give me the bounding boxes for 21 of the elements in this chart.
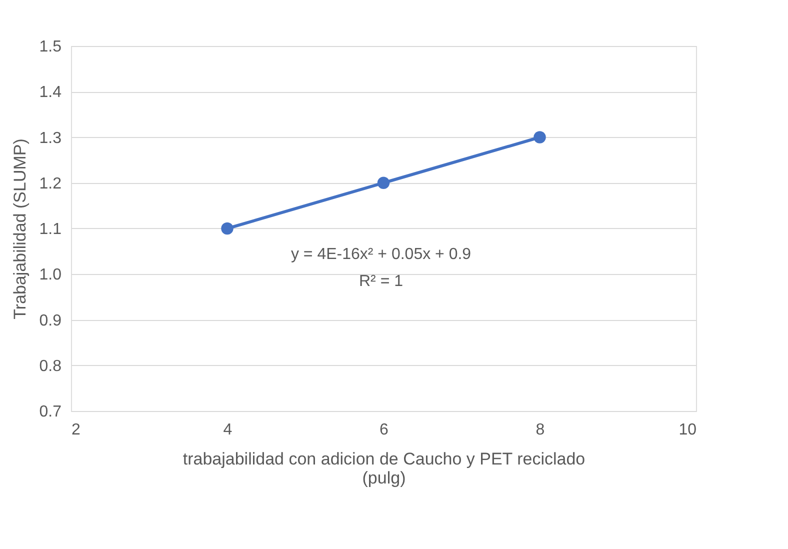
annotation: y = 4E-16x² + 0.05x + 0.9 bbox=[290, 246, 472, 263]
x-tick-label: 8 bbox=[536, 422, 545, 438]
x-tick-label: 4 bbox=[223, 422, 232, 438]
y-tick-label: 1.0 bbox=[39, 266, 62, 284]
x-tick-label: 10 bbox=[678, 422, 697, 438]
y-axis-title: Trabajabilidad (SLUMP) bbox=[10, 138, 30, 320]
y-tick-label: 1.1 bbox=[39, 221, 62, 238]
y-tick-label: 0.8 bbox=[39, 358, 62, 375]
y-tick-label: 1.5 bbox=[39, 38, 62, 56]
point bbox=[377, 176, 390, 189]
x-tick-label: 6 bbox=[380, 422, 389, 438]
y-tick-label: 1.2 bbox=[39, 175, 62, 192]
point bbox=[534, 131, 546, 144]
x-tick-label: 2 bbox=[72, 422, 80, 438]
y-tick-label: 0.7 bbox=[39, 404, 62, 420]
x-axis-title: trabajabilidad con adicion de Caucho y PET reciclado (pulg) bbox=[182, 450, 586, 488]
y-tick-label: 1.4 bbox=[39, 84, 62, 102]
y-tick-label: 0.9 bbox=[39, 312, 62, 330]
point bbox=[221, 222, 234, 235]
y-tick-label: 1.3 bbox=[39, 130, 62, 147]
annotation: R² = 1 bbox=[358, 273, 404, 290]
